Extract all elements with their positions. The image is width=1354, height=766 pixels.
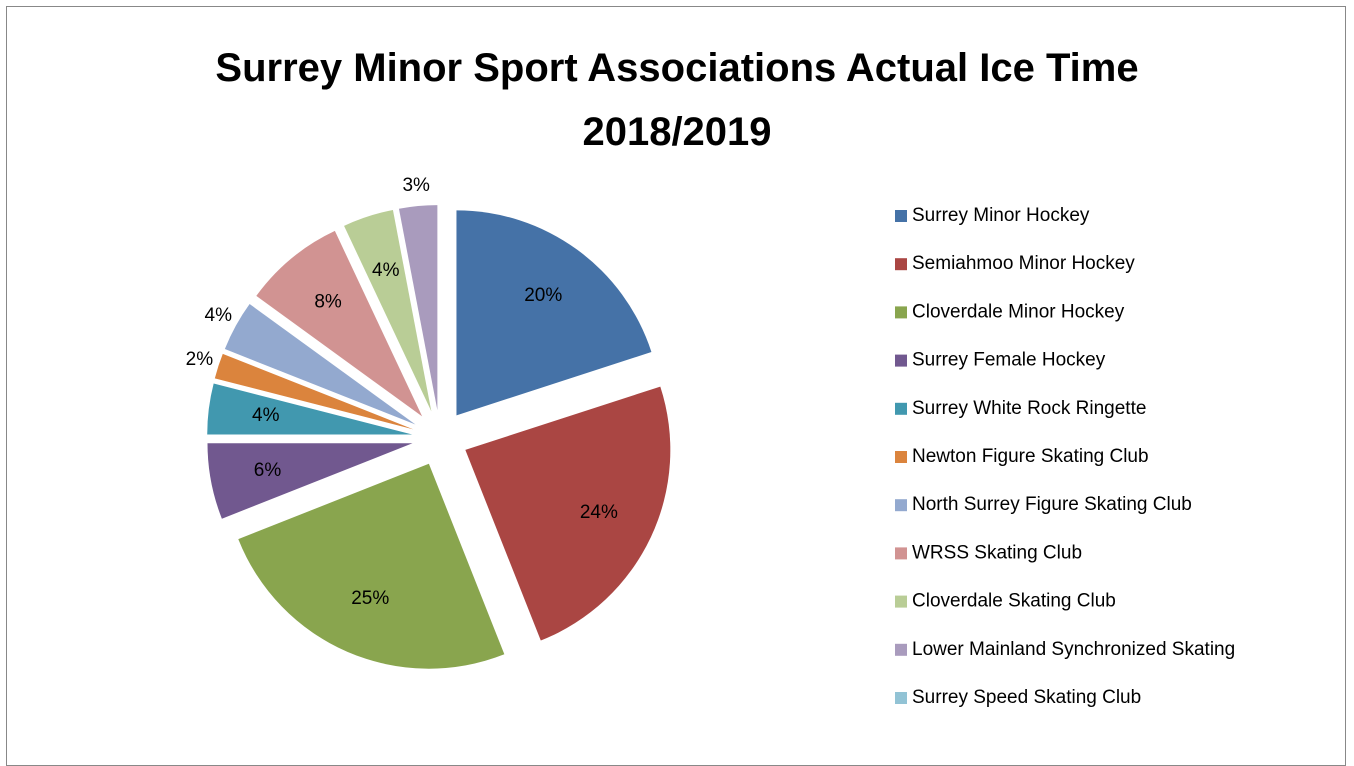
legend-label: Cloverdale Minor Hockey: [912, 301, 1125, 322]
pie-slice: [238, 463, 505, 669]
legend-label: Cloverdale Skating Club: [912, 591, 1116, 612]
legend-swatch: [895, 451, 907, 463]
data-label: 4%: [205, 305, 233, 326]
chart-title: Surrey Minor Sport Associations Actual I…: [215, 46, 1139, 154]
data-label: 8%: [314, 292, 342, 313]
legend-label: Lower Mainland Synchronized Skating: [912, 639, 1235, 660]
legend-swatch: [895, 354, 907, 367]
legend-label: North Surrey Figure Skating Club: [912, 494, 1192, 515]
pie-slice: [207, 383, 413, 435]
pie-slice: [465, 386, 671, 641]
pie-slice: [344, 210, 432, 412]
legend-swatch: [895, 499, 907, 512]
legend-label: Newton Figure Skating Club: [912, 446, 1149, 467]
data-label: 2%: [186, 349, 214, 370]
pie-slice: [398, 205, 438, 411]
pie-slice: [256, 230, 423, 417]
data-label: 6%: [254, 460, 282, 481]
legend-swatch: [895, 547, 907, 560]
legend-swatch: [895, 258, 907, 271]
data-label: 4%: [252, 405, 280, 426]
legend-label: WRSS Skating Club: [912, 542, 1082, 563]
legend-swatch: [895, 692, 907, 704]
pie-slice: [224, 304, 416, 425]
legend-label: Semiahmoo Minor Hockey: [912, 253, 1135, 274]
legend-swatch: [895, 306, 907, 319]
data-label: 25%: [351, 588, 389, 609]
legend-label: Surrey Female Hockey: [912, 350, 1106, 371]
legend-swatch: [895, 595, 907, 608]
legend-swatch: [895, 643, 907, 656]
data-label: 3%: [402, 175, 430, 196]
data-label: 4%: [372, 260, 400, 281]
legend-label: Surrey White Rock Ringette: [912, 398, 1146, 419]
legend-label: Surrey Minor Hockey: [912, 205, 1090, 226]
pie-slice: [207, 443, 413, 519]
legend-swatch: [895, 402, 907, 415]
legend-swatch: [895, 210, 907, 222]
data-label: 24%: [580, 502, 618, 523]
pie-slice: [214, 353, 414, 430]
legend-label: Surrey Speed Skating Club: [912, 687, 1141, 708]
pie-slice: [456, 210, 652, 416]
data-label: 20%: [524, 285, 562, 306]
